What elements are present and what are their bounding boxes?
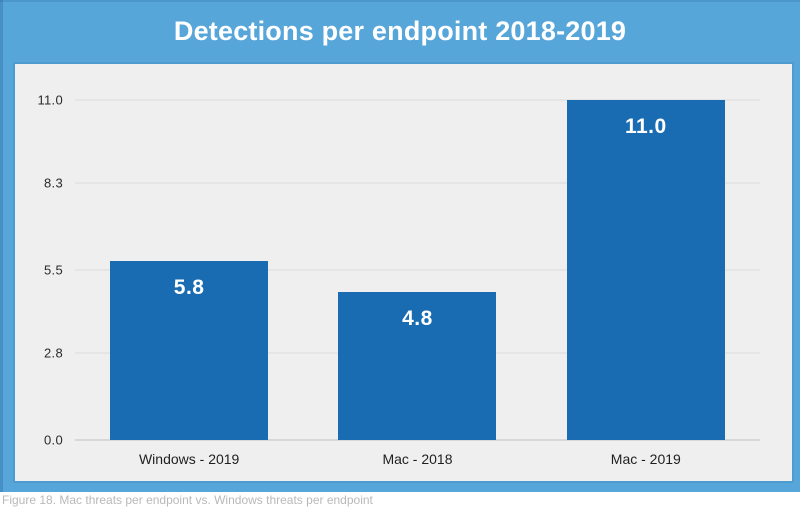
- y-tick-label: 11.0: [37, 92, 63, 108]
- chart-panel: 5.8 Windows - 2019 4.8 Mac - 2018 11.0 Mac - …: [13, 62, 794, 483]
- bar-slot-windows-2019: 5.8 Windows - 2019: [75, 100, 303, 467]
- bar-slots: 5.8 Windows - 2019 4.8 Mac - 2018 11.0 Mac - …: [75, 100, 760, 467]
- gridline: [75, 99, 760, 101]
- bar-value-label: 4.8: [402, 306, 433, 330]
- x-axis-label: Mac - 2019: [610, 451, 681, 467]
- bar-value-label: 11.0: [624, 115, 667, 138]
- y-tick-label: 0.0: [44, 432, 63, 448]
- plot-area: 5.8 Windows - 2019 4.8 Mac - 2018 11.0 Mac - …: [37, 93, 760, 467]
- y-tick-label: 8.3: [44, 175, 63, 191]
- x-axis-label: Windows - 2019: [138, 451, 240, 467]
- chart-title: Detections per endpoint 2018-2019: [173, 16, 627, 46]
- bar-mac-2019: 11.0: [566, 100, 725, 440]
- figure-caption: Figure 18. Mac threats per endpoint vs. …: [2, 493, 373, 507]
- x-axis-label: Mac - 2018: [382, 451, 453, 467]
- bar-windows-2019: 5.8: [110, 260, 269, 440]
- bar-value-label: 5.8: [173, 275, 205, 299]
- bar-slot-mac-2019: 11.0 Mac - 2019: [532, 100, 760, 467]
- bar-slot-mac-2018: 4.8 Mac - 2018: [303, 100, 531, 467]
- x-axis-baseline: [75, 439, 760, 441]
- chart-frame: Detections per endpoint 2018-2019 5.8 Win…: [0, 0, 800, 492]
- y-tick-label: 5.5: [44, 262, 63, 278]
- gridline: [75, 269, 760, 271]
- gridline: [75, 182, 760, 185]
- bar-mac-2018: 4.8: [338, 291, 497, 440]
- y-tick-label: 2.8: [44, 345, 63, 361]
